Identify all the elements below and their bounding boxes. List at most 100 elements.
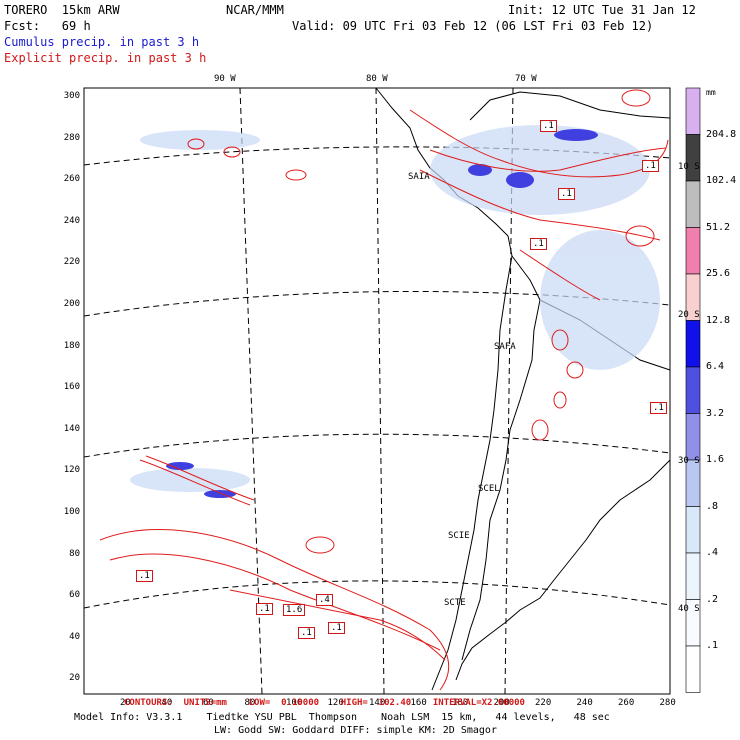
colorbar-swatch [685, 459, 701, 507]
model-name: TORERO 15km ARW [4, 3, 120, 17]
lon-line-90w [239, 87, 263, 695]
y-tick-label: 140 [63, 423, 80, 434]
x-tick-label: 140 [369, 698, 386, 708]
coastline-west [375, 87, 513, 691]
x-tick-label: 120 [327, 698, 344, 708]
model-info: Model Info: V3.3.1 Tiedtke YSU PBL Thomp… [74, 712, 610, 723]
x-tick-label: 280 [659, 698, 676, 708]
colorbar-label: 3.2 [706, 407, 725, 419]
contour-band-9 [519, 249, 601, 301]
colorbar-swatch [685, 134, 701, 182]
cumulus-heavy-2 [554, 129, 598, 141]
colorbar-swatch [685, 87, 701, 135]
contour-band-4 [109, 553, 441, 651]
contour-value-box: .1 [558, 188, 575, 200]
x-tick-label: 260 [618, 698, 635, 708]
contour-loop-4 [531, 419, 549, 441]
contour-band-7 [419, 169, 661, 241]
y-tick-label: 260 [63, 174, 80, 185]
lon-label-90w: 90 W [214, 74, 236, 84]
contour-loop-3 [285, 169, 307, 181]
colorbar-swatch [685, 180, 701, 228]
lat-label-10s: 10 S [678, 162, 700, 172]
lat-line-30s [83, 433, 671, 458]
explicit-legend: Explicit precip. in past 3 h [4, 51, 207, 65]
contour-value-box: 1.6 [283, 604, 306, 616]
border-3 [469, 91, 671, 121]
station-saia: SAIA [408, 172, 430, 182]
colorbar-swatch [685, 413, 701, 461]
lat-label-30s: 30 S [678, 456, 700, 466]
colorbar-label: 51.2 [706, 221, 731, 233]
contour-loop-7 [551, 329, 569, 351]
colorbar [685, 87, 701, 693]
colorbar-swatch [685, 366, 701, 414]
colorbar-swatch [685, 227, 701, 275]
contour-band-1 [139, 459, 251, 506]
colorbar-label: 25.6 [706, 268, 731, 279]
colorbar-label: .4 [706, 547, 719, 558]
contour-value-box: .1 [540, 120, 557, 132]
x-tick-label: 20 [120, 698, 131, 708]
colorbar-swatch [685, 506, 701, 554]
contour-value-box: .1 [328, 622, 345, 634]
y-tick-label: 280 [63, 132, 80, 143]
cumulus-legend: Cumulus precip. in past 3 h [4, 35, 200, 49]
lon-line-80w [375, 87, 385, 695]
contour-value-box: .1 [136, 570, 153, 582]
contour-loop-5 [553, 391, 567, 409]
colorbar-swatch [685, 645, 701, 693]
x-tick-label: 220 [535, 698, 552, 708]
init-time: Init: 12 UTC Tue 31 Jan 12 [508, 3, 696, 17]
station-scie: SCIE [448, 531, 470, 541]
model-info-2: LW: Godd SW: Goddard DIFF: simple KM: 2D… [214, 725, 497, 736]
x-tick-label: 200 [493, 698, 510, 708]
colorbar-label: 204.8 [706, 128, 737, 140]
contour-loop-1 [223, 146, 241, 158]
map-frame [83, 87, 671, 695]
station-scel: SCEL [478, 484, 500, 494]
y-tick-label: 20 [69, 673, 80, 684]
cumulus-heavy-3 [468, 164, 492, 176]
station-safa: SAFA [494, 342, 516, 352]
y-tick-label: 160 [63, 382, 80, 393]
contour-loop-6 [566, 361, 584, 379]
explicit-contours [99, 89, 669, 691]
contour-loop-9 [625, 225, 655, 247]
y-tick-label: 100 [63, 507, 80, 517]
x-tick-label: 80 [244, 698, 256, 708]
lon-label-70w: 70 W [515, 74, 537, 84]
cumulus-area-1 [430, 125, 650, 215]
y-tick-label: 60 [69, 590, 80, 601]
lat-label-40s: 40 S [678, 604, 700, 614]
colorbar-label: 12.8 [706, 314, 731, 326]
x-tick-label: 160 [410, 698, 427, 708]
contour-loop-10 [621, 89, 651, 107]
valid-time: Valid: 09 UTC Fri 03 Feb 12 (06 LST Fri … [292, 19, 654, 33]
border-1 [461, 255, 541, 661]
center-name: NCAR/MMM [226, 3, 284, 17]
colorbar-label: .2 [706, 593, 719, 605]
cumulus-heavy-1 [506, 172, 534, 188]
lat-line-20s [83, 290, 671, 317]
x-tick-label: 100 [286, 698, 303, 708]
cumulus-heavy [166, 129, 598, 498]
contour-band-8 [429, 147, 667, 172]
lon-label-80w: 80 W [366, 74, 388, 84]
x-tick-label: 240 [576, 698, 593, 708]
cumulus-shading [130, 125, 660, 492]
contour-band-2 [145, 455, 255, 501]
contour-band-3 [99, 529, 450, 691]
colorbar-unit: mm [706, 88, 716, 97]
forecast-hour: Fcst: 69 h [4, 19, 91, 33]
contour-value-box: .1 [530, 238, 547, 250]
colorbar-label: 102.4 [706, 175, 737, 186]
y-tick-label: 180 [63, 340, 80, 351]
lat-line-40s [83, 580, 671, 609]
y-tick-label: 240 [63, 215, 80, 226]
colorbar-label: .8 [706, 500, 719, 512]
colorbar-label: 1.6 [706, 454, 725, 465]
cumulus-heavy-4 [166, 462, 194, 470]
station-scte: SCTE [444, 598, 466, 608]
coastline-east [455, 459, 671, 681]
